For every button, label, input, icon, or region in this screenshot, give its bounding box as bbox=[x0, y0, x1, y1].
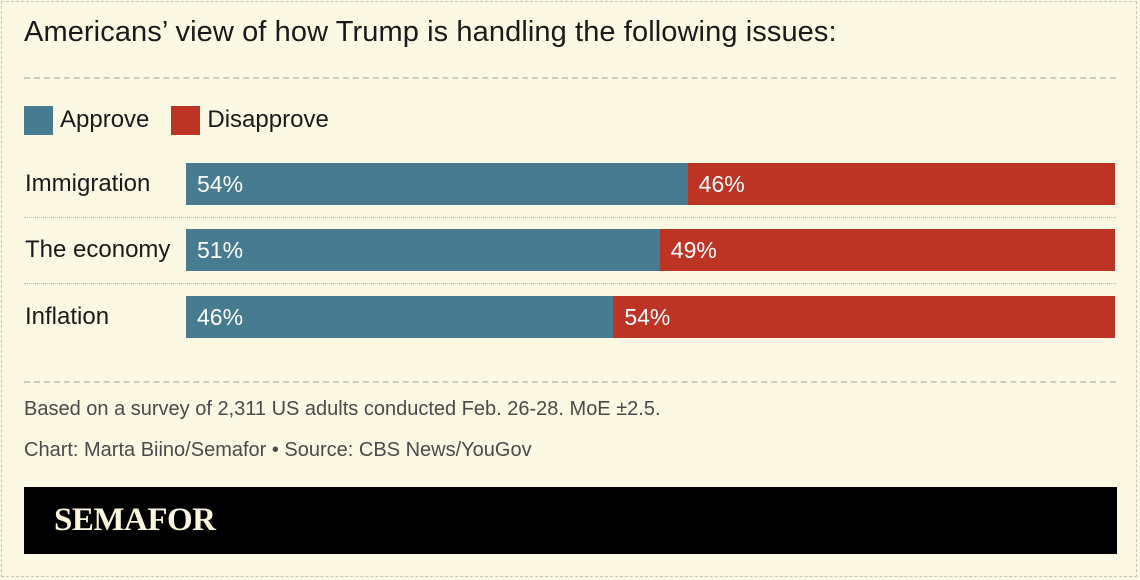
legend-label-disapprove: Disapprove bbox=[207, 106, 329, 133]
row-separator bbox=[24, 283, 1116, 284]
bar-disapprove bbox=[613, 296, 1115, 338]
bar-approve bbox=[186, 163, 688, 205]
data-label-disapprove: 54% bbox=[624, 304, 671, 330]
category-label: Inflation bbox=[25, 303, 110, 330]
data-label-disapprove: 49% bbox=[670, 237, 717, 263]
data-label-disapprove: 46% bbox=[698, 171, 745, 197]
legend-swatch-disapprove bbox=[171, 105, 201, 135]
category-label: The economy bbox=[25, 236, 171, 263]
source-credit: Chart: Marta Biino/Semafor • Source: CBS… bbox=[24, 439, 532, 461]
bar-disapprove bbox=[659, 229, 1115, 271]
chart-title: Americans’ view of how Trump is handling… bbox=[24, 16, 837, 48]
data-label-approve: 51% bbox=[197, 237, 244, 263]
legend-item-approve: Approve bbox=[24, 105, 150, 135]
bar-disapprove bbox=[687, 163, 1115, 205]
data-label-approve: 54% bbox=[197, 171, 244, 197]
legend-label-approve: Approve bbox=[60, 106, 150, 133]
bar-approve bbox=[186, 296, 614, 338]
legend-swatch-approve bbox=[24, 105, 53, 135]
category-label: Immigration bbox=[25, 170, 151, 197]
survey-note: Based on a survey of 2,311 US adults con… bbox=[24, 398, 661, 420]
brand-logo: SEMAFOR bbox=[54, 502, 216, 538]
data-label-approve: 46% bbox=[197, 304, 244, 330]
title-divider bbox=[24, 77, 1116, 79]
legend-item-disapprove: Disapprove bbox=[171, 105, 329, 135]
footer-divider bbox=[24, 381, 1116, 383]
row-separator bbox=[24, 217, 1116, 218]
bar-approve bbox=[186, 229, 660, 271]
chart-legend: Approve Disapprove bbox=[24, 104, 351, 136]
brand-bar: SEMAFOR bbox=[24, 487, 1117, 554]
